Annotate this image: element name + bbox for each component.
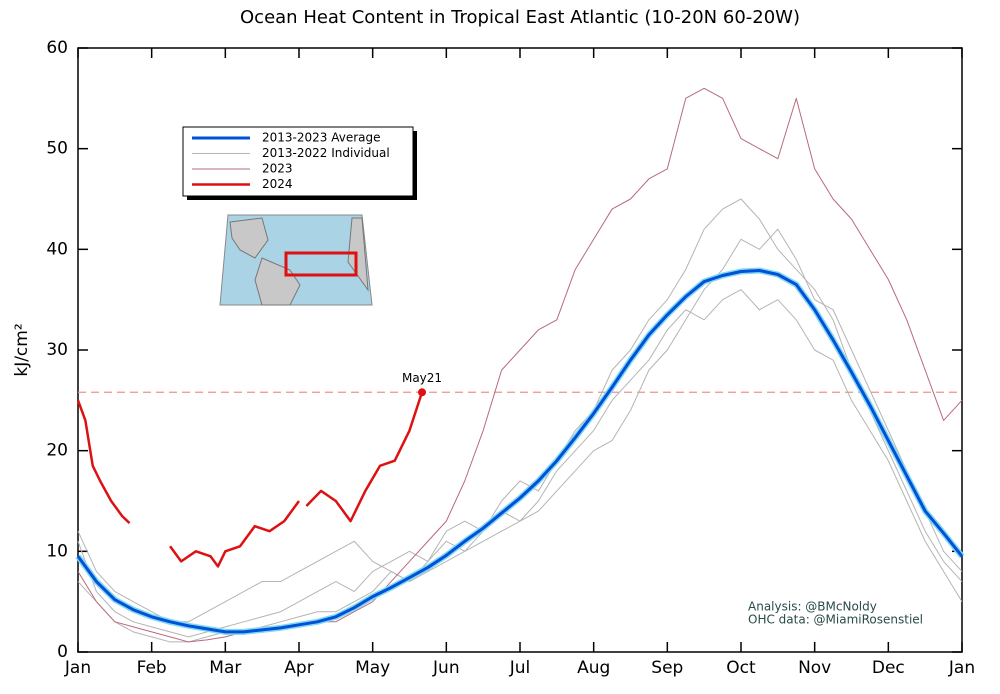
y-tick-label: 40 [46, 239, 68, 259]
x-tick-label: May [355, 658, 390, 678]
line [305, 391, 424, 523]
y-tick-label: 20 [46, 441, 68, 461]
y-tick-label: 10 [46, 541, 68, 561]
line [76, 268, 964, 634]
x-tick-label: Nov [798, 658, 831, 678]
x-tick-label: Jul [509, 658, 531, 678]
x-tick-label: Aug [577, 658, 610, 678]
legend-label: 2024 [262, 177, 293, 191]
line [169, 500, 301, 568]
line [76, 399, 131, 525]
x-tick-label: Apr [284, 658, 313, 678]
x-tick-label: Oct [726, 658, 756, 678]
line [77, 87, 963, 643]
legend-label: 2023 [262, 162, 293, 176]
credit: OHC data: @MiamiRosenstiel [748, 613, 923, 627]
annotation-point [418, 388, 427, 397]
credit: Analysis: @BMcNoldy [748, 600, 877, 614]
legend-label: 2013-2022 Individual [262, 146, 390, 160]
map-inset [219, 214, 373, 306]
y-tick-label: 0 [57, 642, 68, 662]
y-tick-label: 50 [46, 139, 68, 159]
line-glow [75, 267, 965, 635]
line [77, 289, 963, 643]
x-tick-label: Feb [137, 658, 167, 678]
x-tick-label: Jun [432, 658, 460, 678]
x-tick-label: Sep [651, 658, 683, 678]
annotation: May21 [402, 371, 442, 385]
x-tick-label: Dec [872, 658, 905, 678]
y-axis-label: kJ/cm² [12, 323, 32, 376]
x-tick-label: Mar [209, 658, 241, 678]
line [77, 228, 963, 623]
x-tick-label: Jan [64, 658, 91, 678]
chart-title: Ocean Heat Content in Tropical East Atla… [240, 7, 800, 28]
y-tick-label: 60 [46, 38, 68, 58]
y-tick-label: 30 [46, 340, 68, 360]
line [77, 198, 963, 638]
legend-label: 2013-2023 Average [262, 131, 381, 145]
x-tick-label: Jan [948, 658, 975, 678]
